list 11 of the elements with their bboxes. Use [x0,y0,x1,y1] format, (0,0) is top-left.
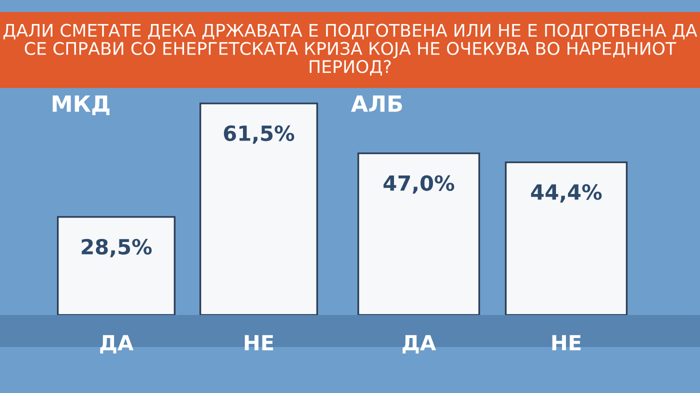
data-label: 28,5% [82,238,152,258]
chart-subtitle: АЛБ [351,95,402,112]
data-label: 47,0% [384,175,454,194]
x-tick-label: ДА [100,335,134,354]
x-tick-label: ДА [402,335,436,354]
data-label: 44,4% [531,184,602,203]
chart-title: ДАЛИ СМЕТАТЕ ДЕКА ДРЖАВАТА Е ПОДГОТВЕНА ИЛИ НЕ Е ПОДГОТВЕНА ДА СЕ СПРАВИ СО ЕНЕРГЕТСКАТА КРИЗА КОЈА НЕ ОЧЕКУВА ВО НАРЕДНИОТ ПЕРИОД? [3,24,698,76]
chart-subtitle: МКД [52,95,110,116]
x-tick-label: НЕ [552,335,581,350]
data-label: 61,5% [224,125,294,144]
x-tick-label: НЕ [244,335,274,350]
